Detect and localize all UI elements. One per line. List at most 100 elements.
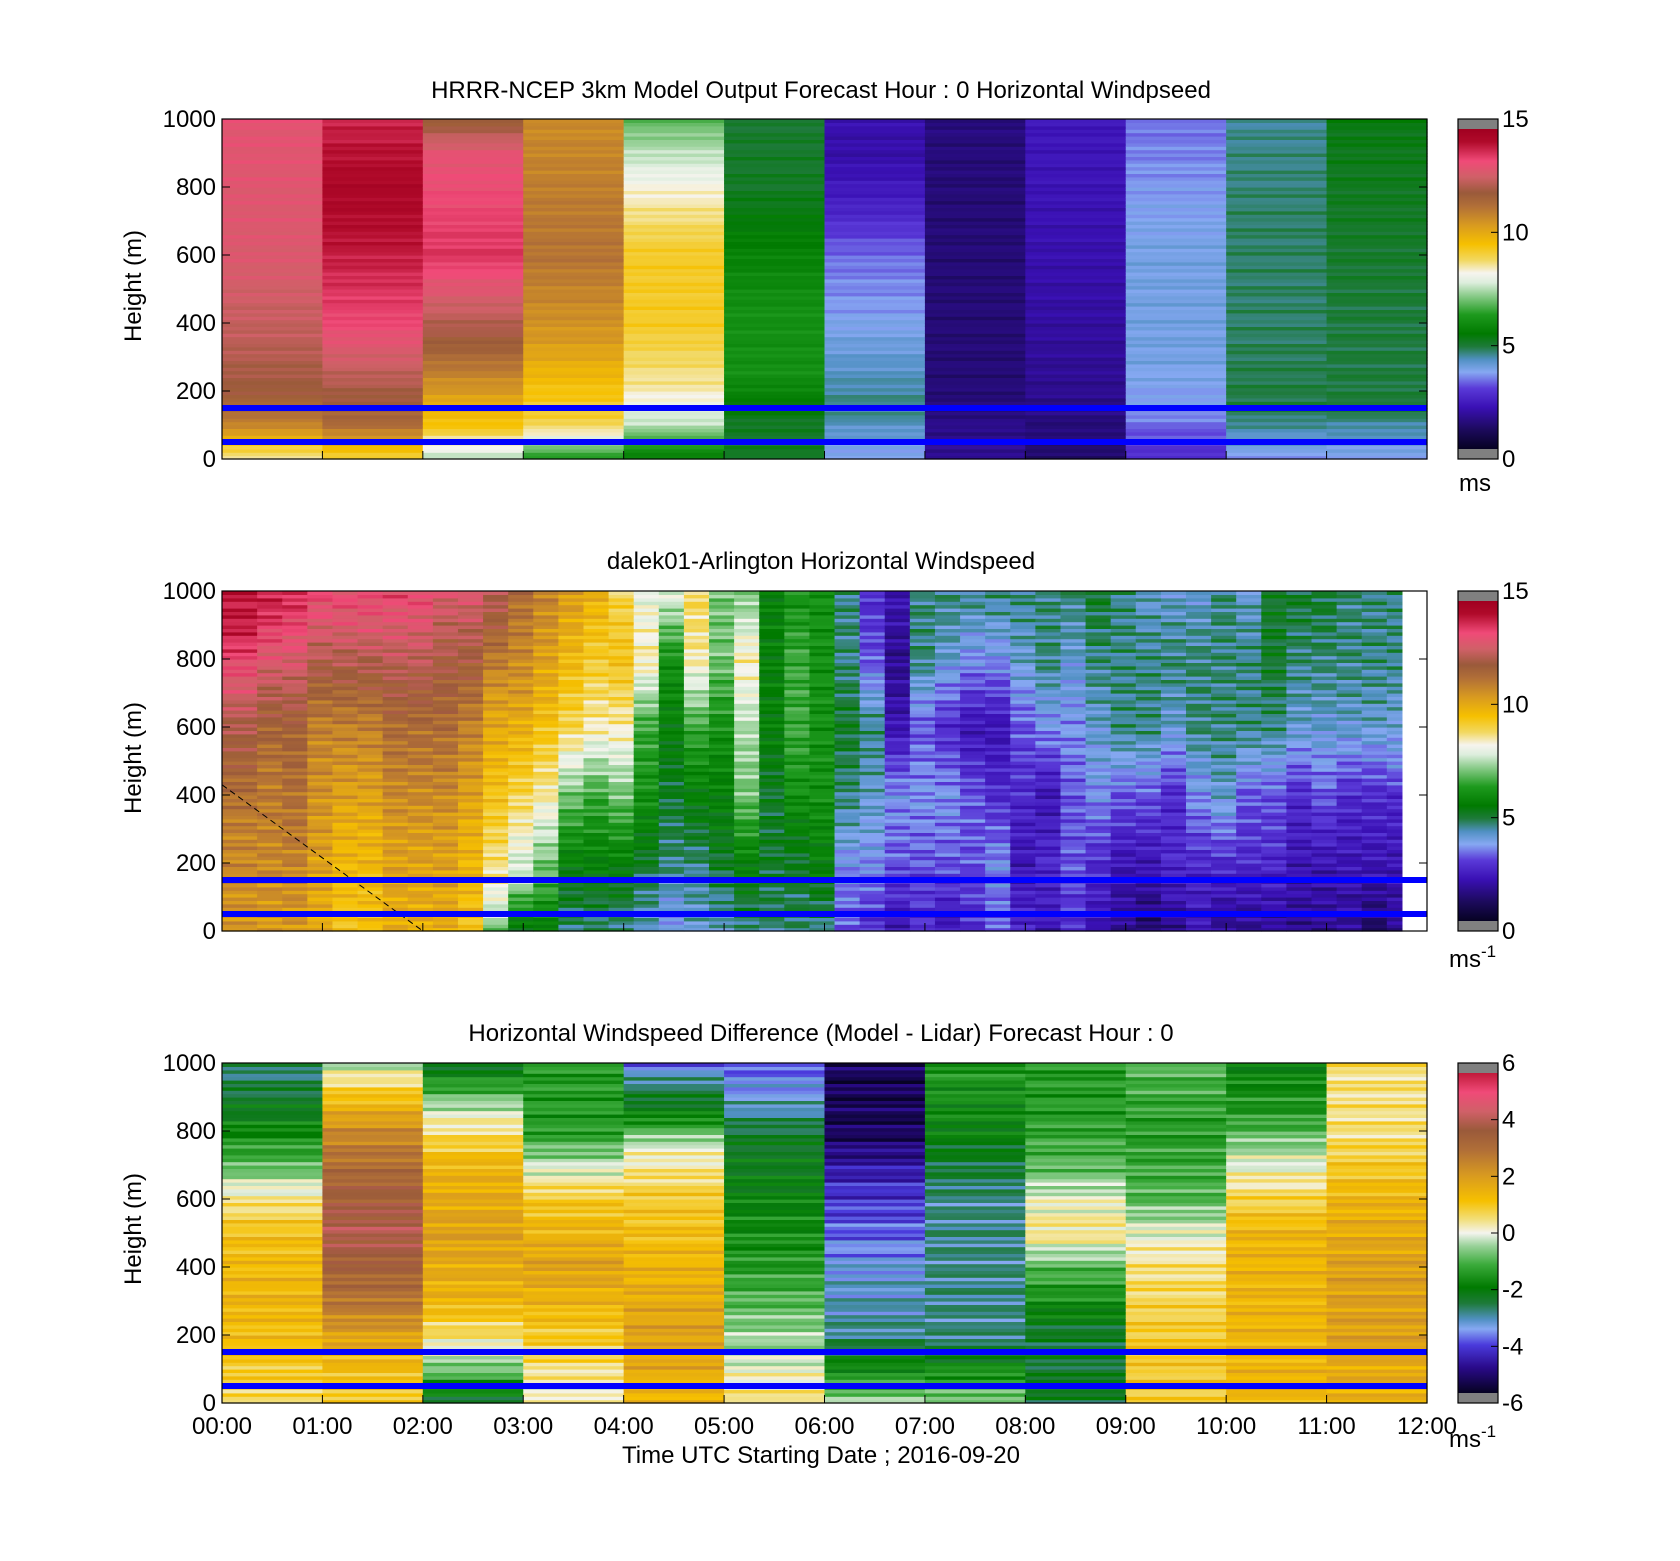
heatmap-cell	[960, 727, 986, 731]
heatmap-cell	[432, 863, 459, 867]
heatmap-cell	[523, 326, 625, 331]
heatmap-cell	[683, 842, 710, 847]
heatmap-cell	[1085, 757, 1112, 762]
heatmap-cell	[1060, 591, 1087, 595]
heatmap-cell	[1226, 197, 1328, 202]
heatmap-cell	[683, 863, 710, 867]
heatmap-cell	[784, 815, 811, 820]
heatmap-cell	[683, 727, 710, 731]
heatmap-cell	[709, 682, 735, 687]
heatmap-cell	[322, 248, 424, 253]
heatmap-cell	[1135, 869, 1162, 874]
heatmap-cell	[332, 631, 359, 636]
heatmap-cell	[884, 682, 911, 687]
heatmap-cell	[583, 706, 610, 711]
heatmap-cell	[834, 693, 861, 697]
heatmap-cell	[960, 761, 986, 765]
heatmap-cell	[824, 207, 926, 212]
heatmap-cell	[934, 594, 961, 599]
heatmap-cell	[859, 659, 886, 663]
heatmap-cell	[1085, 614, 1112, 619]
heatmap-cell	[909, 890, 936, 895]
heatmap-cell	[924, 425, 1026, 429]
heatmap-cell	[508, 638, 534, 643]
heatmap-cell	[934, 747, 961, 752]
heatmap-cell	[432, 713, 459, 718]
heatmap-cell	[1226, 258, 1328, 263]
heatmap-cell	[422, 350, 524, 355]
heatmap-cell	[608, 662, 635, 667]
heatmap-cell	[533, 652, 559, 657]
heatmap-cell	[934, 703, 961, 708]
heatmap-cell	[222, 693, 258, 697]
heatmap-cell	[322, 217, 424, 222]
heatmap-cell	[884, 900, 911, 905]
heatmap-cell	[483, 679, 509, 684]
heatmap-cell	[1125, 333, 1227, 338]
heatmap-cell	[407, 665, 434, 670]
heatmap-cell	[1135, 829, 1162, 833]
heatmap-cell	[724, 204, 826, 208]
heatmap-cell	[658, 689, 685, 694]
heatmap-cell	[357, 818, 384, 823]
heatmap-cell	[759, 642, 785, 646]
heatmap-cell	[533, 631, 559, 636]
heatmap-cell	[257, 655, 283, 660]
heatmap-cell	[583, 798, 610, 803]
heatmap-cell	[859, 842, 886, 847]
heatmap-cell	[633, 638, 660, 643]
heatmap-cell	[307, 890, 334, 895]
heatmap-cell	[809, 699, 836, 704]
heatmap-cell	[909, 628, 936, 633]
heatmap-cell	[1060, 727, 1087, 731]
heatmap-cell	[709, 927, 735, 932]
heatmap-cell	[508, 835, 534, 840]
heatmap-cell	[432, 893, 459, 898]
heatmap-cell	[382, 788, 409, 793]
heatmap-cell	[985, 812, 1011, 816]
heatmap-cell	[422, 176, 524, 181]
heatmap-cell	[332, 825, 359, 830]
heatmap-cell	[623, 231, 725, 236]
heatmap-cell	[282, 747, 308, 752]
heatmap-cell	[1110, 832, 1137, 837]
heatmap-cell	[222, 428, 324, 433]
heatmap-cell	[508, 767, 534, 772]
heatmap-cell	[709, 669, 735, 674]
heatmap-cell	[709, 815, 735, 820]
heatmap-cell	[1025, 265, 1127, 270]
heatmap-cell	[734, 757, 760, 762]
heatmap-cell	[332, 863, 359, 867]
heatmap-cell	[1025, 421, 1127, 426]
heatmap-cell	[257, 706, 283, 711]
heatmap-cell	[508, 628, 534, 633]
heatmap-cell	[583, 744, 610, 748]
heatmap-cell	[960, 815, 986, 820]
heatmap-cell	[809, 720, 836, 725]
heatmap-cell	[784, 601, 811, 606]
heatmap-cell	[1135, 890, 1162, 895]
heatmap-cell	[307, 795, 334, 799]
heatmap-cell	[1010, 771, 1036, 776]
heatmap-cell	[934, 655, 961, 660]
heatmap-cell	[1010, 597, 1036, 602]
heatmap-cell	[658, 883, 685, 888]
heatmap-cell	[1125, 272, 1227, 276]
heatmap-cell	[432, 897, 459, 901]
heatmap-cell	[1326, 231, 1428, 236]
heatmap-cell	[985, 757, 1011, 762]
heatmap-cell	[583, 893, 610, 898]
heatmap-cell	[1035, 727, 1062, 731]
heatmap-cell	[824, 119, 926, 123]
heatmap-cell	[1035, 703, 1062, 708]
heatmap-cell	[934, 767, 961, 772]
heatmap-cell	[859, 744, 886, 748]
heatmap-cell	[934, 788, 961, 793]
heatmap-cell	[809, 893, 836, 898]
heatmap-cell	[1135, 665, 1162, 670]
heatmap-cell	[909, 642, 936, 646]
heatmap-cell	[483, 618, 509, 623]
heatmap-cell	[1135, 689, 1162, 694]
heatmap-cell	[222, 604, 258, 609]
heatmap-cell	[322, 302, 424, 307]
